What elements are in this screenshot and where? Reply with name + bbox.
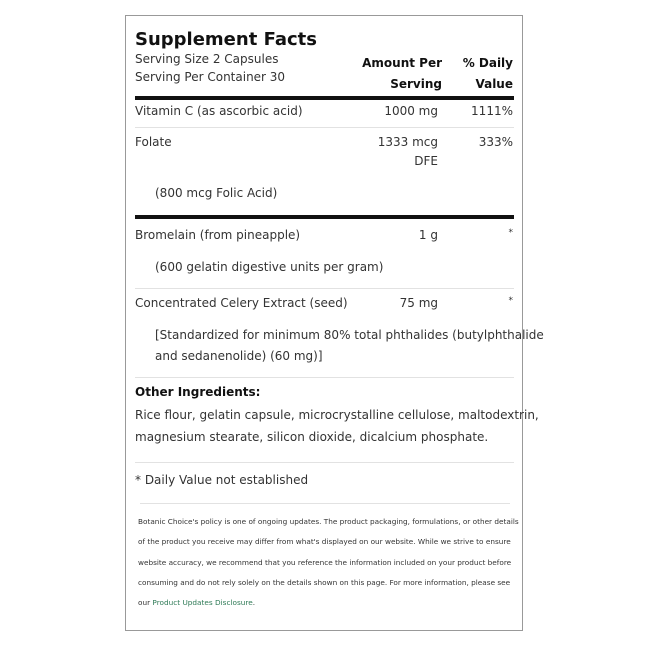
row-sub: [Standardized for minimum 80% total phth… [155, 328, 544, 342]
serving-size: Serving Size 2 Capsules [135, 52, 279, 66]
row-sub: (600 gelatin digestive units per gram) [155, 260, 384, 274]
row-dv: 1111% [471, 104, 513, 118]
disclaimer-line: consuming and do not rely solely on the … [138, 578, 511, 587]
servings-per-container: Serving Per Container 30 [135, 70, 286, 84]
row-name: Bromelain (from pineapple) [135, 228, 301, 242]
row-amount: 1333 mcg [377, 135, 438, 149]
row-sub: (800 mcg Folic Acid) [155, 186, 278, 200]
disclaimer-end: . [252, 598, 256, 607]
row-name: Folate [135, 135, 172, 149]
amount-header-2: Serving [390, 77, 442, 91]
divider [135, 462, 514, 463]
page-title: Supplement Facts [135, 29, 317, 50]
disclaimer-line: website accuracy, we recommend that you … [138, 558, 512, 567]
row-name: Concentrated Celery Extract (seed) [135, 296, 348, 310]
dv-header-2: Value [475, 77, 513, 91]
row-amount: 75 mg [399, 296, 438, 310]
divider-thick [135, 215, 514, 219]
amount-header: Amount Per [362, 56, 442, 70]
row-amount-unit: DFE [414, 154, 438, 168]
row-amount: 1000 mg [384, 104, 438, 118]
footnote: * Daily Value not established [135, 473, 309, 487]
divider-thick [135, 96, 514, 100]
disclaimer-text: our [138, 598, 153, 607]
row-sub-2: and sedanenolide) (60 mg)] [155, 349, 323, 363]
disclaimer-line: of the product you receive may differ fr… [138, 537, 511, 546]
divider [135, 127, 514, 128]
product-updates-disclosure-link[interactable]: Product Updates Disclosure [152, 598, 253, 607]
other-ingredients-line: magnesium stearate, silicon dioxide, dic… [135, 430, 489, 444]
other-ingredients-line: Rice flour, gelatin capsule, microcrysta… [135, 408, 539, 422]
divider [135, 288, 514, 289]
row-dv: 333% [478, 135, 513, 149]
disclaimer-line: Botanic Choice's policy is one of ongoin… [138, 517, 519, 526]
divider [135, 377, 514, 378]
dv-header: % Daily [462, 56, 513, 70]
other-ingredients-heading: Other Ingredients: [135, 385, 261, 399]
row-amount: 1 g [418, 228, 438, 242]
supplement-facts-panel [125, 15, 523, 631]
row-dv: * [508, 228, 514, 238]
disclaimer-last-line: our Product Updates Disclosure. [138, 598, 255, 607]
row-name: Vitamin C (as ascorbic acid) [135, 104, 303, 118]
row-dv: * [508, 296, 514, 306]
divider [140, 503, 510, 504]
